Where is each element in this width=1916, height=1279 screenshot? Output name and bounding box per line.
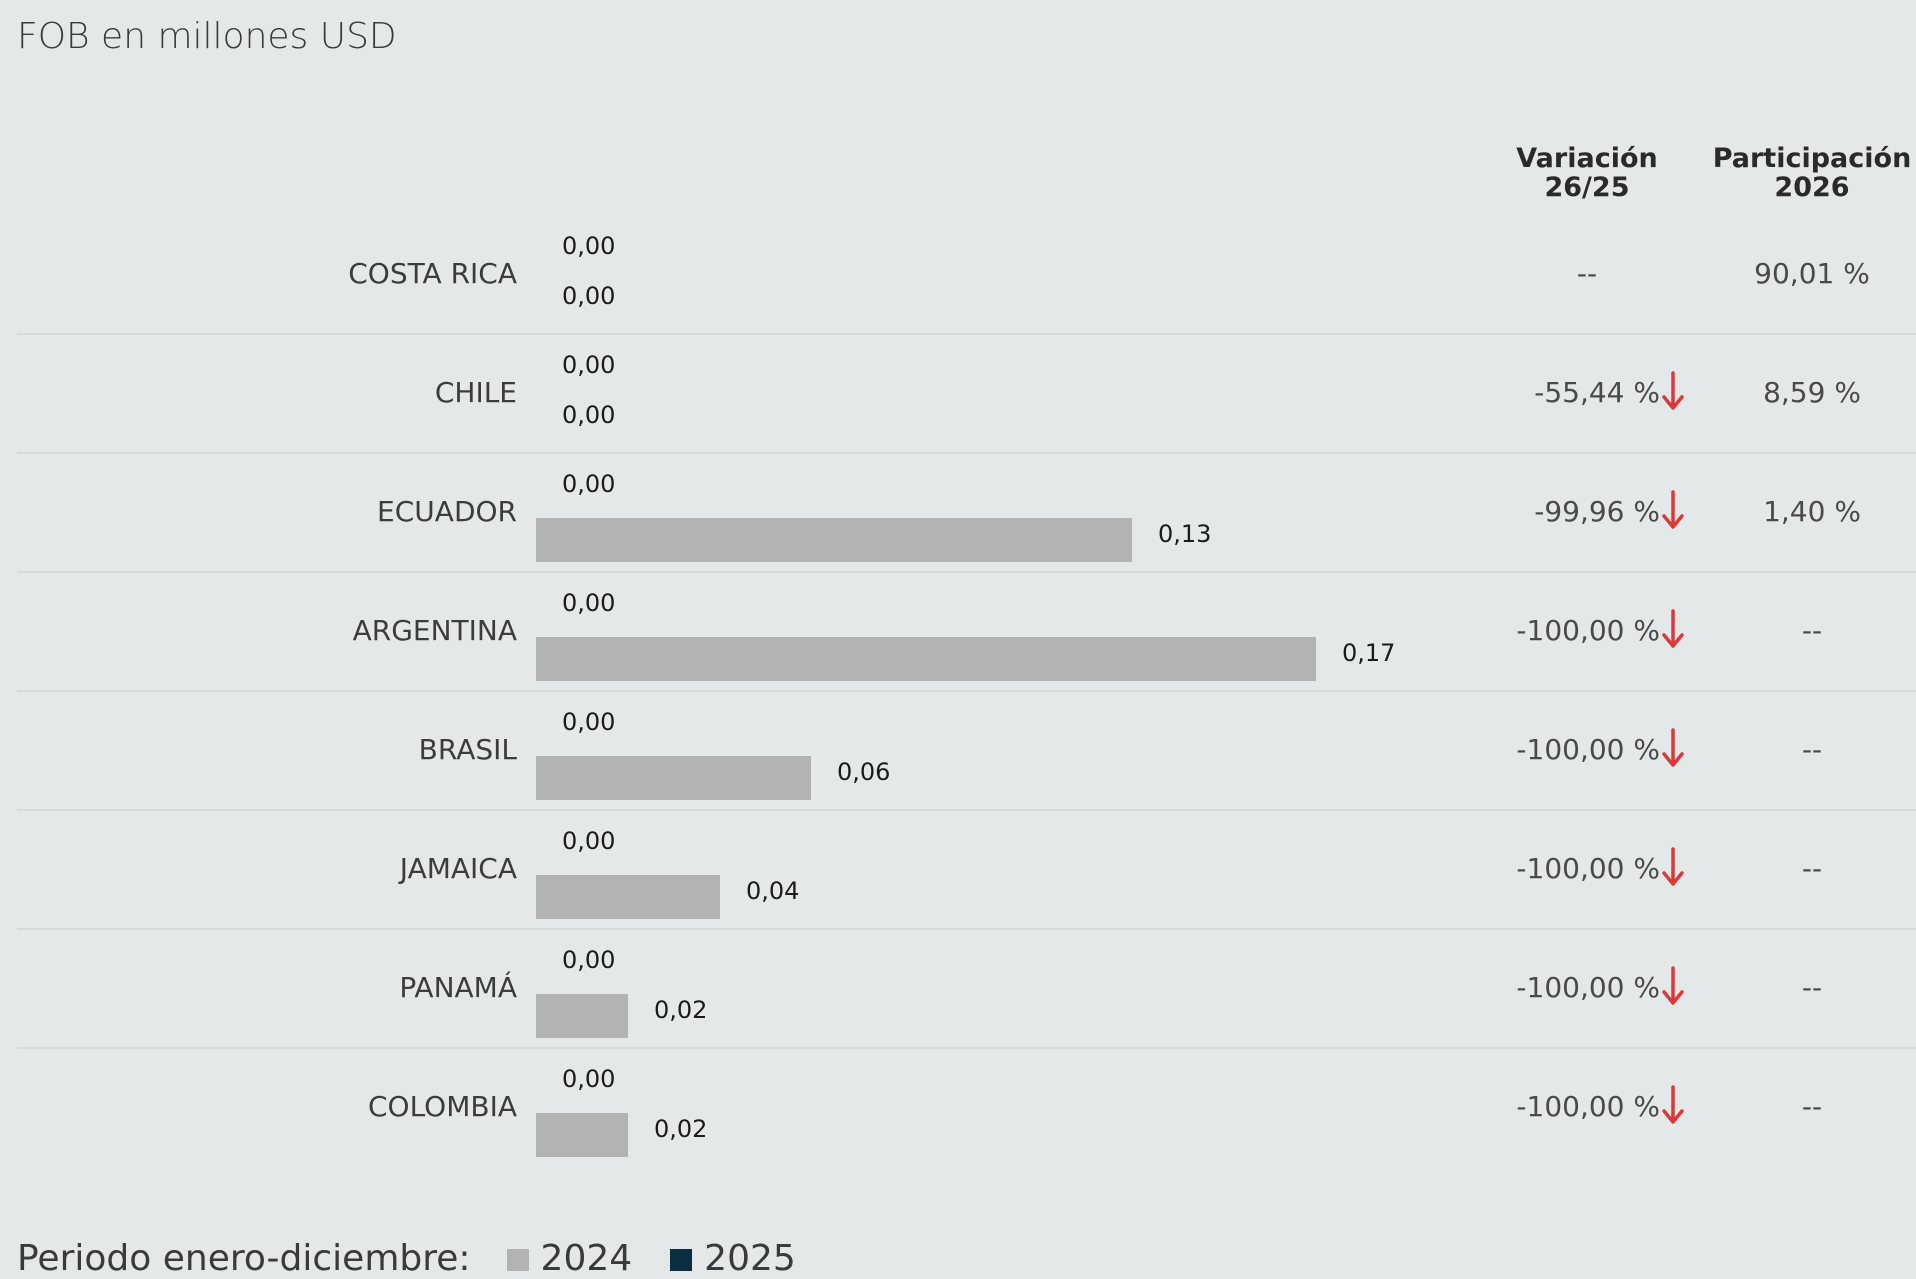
share-value: --	[1801, 1090, 1823, 1123]
data-label-2024: 0,17	[1342, 639, 1396, 667]
data-label-2024: 0,13	[1158, 520, 1212, 548]
chart-row: JAMAICA 0,00 0,04 -100,00 % --	[17, 809, 1916, 930]
down-arrow-icon	[1662, 371, 1684, 410]
country-label: CHILE	[434, 376, 517, 409]
variation-value: -100,00 %	[1516, 733, 1660, 766]
data-label-2025: 0,00	[562, 589, 616, 617]
bar-2024	[536, 994, 628, 1038]
bar-2024	[536, 756, 811, 800]
header-variation: Variación 26/25	[1516, 144, 1657, 202]
data-label-2025: 0,00	[562, 1065, 616, 1093]
share-value: 1,40 %	[1763, 495, 1861, 528]
share-value: --	[1801, 733, 1823, 766]
variation-value: -99,96 %	[1534, 495, 1660, 528]
legend-swatch-2025	[670, 1249, 693, 1271]
header-variation-line2: 26/25	[1544, 172, 1630, 203]
share-value: --	[1801, 614, 1823, 647]
chart-subtitle: FOB en millones USD	[17, 16, 397, 57]
data-label-2025: 0,00	[562, 827, 616, 855]
country-label: PANAMÁ	[399, 971, 517, 1004]
variation-value: -100,00 %	[1516, 852, 1660, 885]
chart-row: ARGENTINA 0,00 0,17 -100,00 % --	[17, 571, 1916, 692]
country-label: COSTA RICA	[348, 257, 517, 290]
bar-2024	[536, 637, 1316, 681]
legend-label: Periodo enero-diciembre:	[17, 1238, 471, 1279]
data-label-2024: 0,04	[746, 877, 800, 905]
data-label-2025: 0,00	[562, 232, 616, 260]
legend-item-2024: 2024	[540, 1238, 633, 1279]
country-label: COLOMBIA	[367, 1090, 517, 1123]
data-label-2025: 0,00	[562, 946, 616, 974]
header-share-line1: Participación	[1712, 143, 1912, 174]
chart-row: PANAMÁ 0,00 0,02 -100,00 % --	[17, 928, 1916, 1049]
data-label-2024: 0,02	[654, 996, 708, 1024]
data-label-2024: 0,06	[837, 758, 891, 786]
variation-value: -100,00 %	[1516, 971, 1660, 1004]
down-arrow-icon	[1662, 490, 1684, 529]
share-value: --	[1801, 971, 1823, 1004]
data-label-2024: 0,02	[654, 1115, 708, 1143]
legend-swatch-2024	[506, 1249, 529, 1271]
chart-row: COLOMBIA 0,00 0,02 -100,00 % --	[17, 1047, 1916, 1166]
header-share-line2: 2026	[1774, 172, 1850, 203]
header-variation-line1: Variación	[1516, 143, 1658, 174]
variation-value: -55,44 %	[1534, 376, 1660, 409]
country-label: ARGENTINA	[352, 614, 517, 647]
legend: Periodo enero-diciembre: 2024 2025	[17, 1238, 796, 1279]
variation-value: -100,00 %	[1516, 1090, 1660, 1123]
chart-row: COSTA RICA 0,00 0,00 -- 90,01 %	[17, 214, 1916, 335]
down-arrow-icon	[1662, 847, 1684, 886]
chart-row: CHILE 0,00 0,00 -55,44 % 8,59 %	[17, 333, 1916, 454]
down-arrow-icon	[1662, 1085, 1684, 1124]
data-label-2024: 0,00	[562, 282, 616, 310]
variation-value: --	[1576, 257, 1598, 290]
down-arrow-icon	[1662, 966, 1684, 1005]
bar-2024	[536, 518, 1132, 562]
header-share: Participación 2026	[1713, 144, 1912, 202]
down-arrow-icon	[1662, 609, 1684, 648]
data-label-2025: 0,00	[562, 351, 616, 379]
data-label-2024: 0,00	[562, 401, 616, 429]
share-value: 8,59 %	[1763, 376, 1861, 409]
country-label: JAMAICA	[399, 852, 517, 885]
bar-2024	[536, 1113, 628, 1157]
country-label: BRASIL	[418, 733, 517, 766]
share-value: 90,01 %	[1754, 257, 1870, 290]
share-value: --	[1801, 852, 1823, 885]
chart-row: ECUADOR 0,00 0,13 -99,96 % 1,40 %	[17, 452, 1916, 573]
variation-value: -100,00 %	[1516, 614, 1660, 647]
country-label: ECUADOR	[377, 495, 517, 528]
down-arrow-icon	[1662, 728, 1684, 767]
chart-row: BRASIL 0,00 0,06 -100,00 % --	[17, 690, 1916, 811]
bar-2024	[536, 875, 720, 919]
data-label-2025: 0,00	[562, 708, 616, 736]
legend-item-2025: 2025	[704, 1238, 796, 1279]
data-label-2025: 0,00	[562, 470, 616, 498]
